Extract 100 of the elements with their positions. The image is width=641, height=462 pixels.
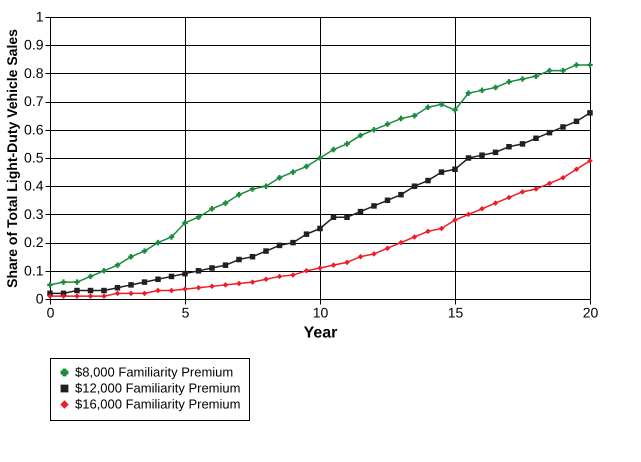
point <box>412 112 418 118</box>
legend-label: $8,000 Familiarity Premium <box>75 364 234 380</box>
point <box>574 118 580 124</box>
point <box>114 290 120 296</box>
point <box>425 178 431 184</box>
point <box>74 288 80 294</box>
point <box>168 274 174 280</box>
point <box>533 186 539 192</box>
y-tick-label: 0.8 <box>24 64 44 81</box>
point <box>438 102 444 108</box>
point <box>182 270 188 276</box>
y-tick-label: 0.2 <box>24 234 44 250</box>
point <box>155 276 161 282</box>
point <box>466 90 472 96</box>
point <box>128 282 134 288</box>
point <box>384 121 390 127</box>
point <box>438 169 444 175</box>
y-tick-label: 0.5 <box>24 150 44 166</box>
y-tick-label: 0.1 <box>24 262 44 278</box>
point <box>533 73 539 79</box>
point <box>384 198 390 204</box>
point <box>371 251 377 257</box>
point <box>250 279 256 285</box>
point <box>290 169 296 175</box>
point <box>438 226 444 232</box>
point <box>236 192 242 198</box>
point <box>533 136 539 141</box>
point <box>263 183 269 189</box>
point <box>290 240 296 246</box>
point <box>263 248 269 254</box>
point <box>506 144 512 150</box>
point <box>425 228 431 234</box>
point <box>452 217 458 223</box>
y-tick-label: 0.7 <box>24 93 44 110</box>
point <box>142 279 148 285</box>
point <box>546 68 552 74</box>
legend-label: $16,000 Familiarity Premium <box>75 396 240 412</box>
point <box>384 246 390 251</box>
point <box>114 284 120 290</box>
point <box>74 279 80 285</box>
point <box>587 110 593 116</box>
x-tick-label: 20 <box>582 304 598 320</box>
point <box>250 254 256 260</box>
point <box>155 288 161 294</box>
point <box>546 180 552 186</box>
point <box>60 279 66 285</box>
point <box>520 141 526 147</box>
point <box>276 274 282 280</box>
point <box>209 284 215 290</box>
point <box>101 288 107 294</box>
point <box>560 175 566 180</box>
x-tick-label: 5 <box>182 304 190 320</box>
point <box>330 262 336 268</box>
point <box>412 183 418 189</box>
point <box>317 265 323 271</box>
point <box>466 212 472 218</box>
point <box>344 214 350 220</box>
point <box>587 158 593 164</box>
point <box>506 79 512 85</box>
y-tick-label: 0.9 <box>24 36 44 53</box>
point <box>506 194 512 200</box>
x-tick-label: 0 <box>46 304 55 320</box>
point <box>344 260 350 266</box>
point <box>398 240 404 246</box>
point <box>358 254 364 260</box>
y-axis-title: Share of Total Light-Duty Vehicle Sales <box>4 28 20 288</box>
point <box>276 242 282 248</box>
point <box>74 293 80 299</box>
point <box>330 214 336 220</box>
y-tick-label: 0.3 <box>24 206 44 222</box>
point <box>88 288 94 294</box>
point <box>182 286 188 292</box>
point <box>560 68 566 74</box>
point <box>142 290 148 296</box>
point <box>479 152 485 158</box>
y-tick-label: 0.6 <box>24 121 44 138</box>
point <box>574 166 580 172</box>
point <box>492 150 498 156</box>
x-tick-label: 10 <box>312 304 328 320</box>
legend-label: $12,000 Familiarity Premium <box>75 380 240 396</box>
point <box>290 272 296 278</box>
point <box>412 234 418 240</box>
point <box>492 200 498 206</box>
point <box>236 280 242 286</box>
point <box>88 293 94 299</box>
point <box>168 288 174 294</box>
point <box>196 284 202 290</box>
point <box>196 268 202 274</box>
point <box>479 88 485 94</box>
y-tick-label: 0.4 <box>24 178 44 194</box>
point <box>101 293 107 299</box>
x-axis-title: Year <box>304 324 338 342</box>
point <box>546 130 552 136</box>
point <box>128 290 134 296</box>
point <box>371 203 377 209</box>
y-tick-label: 1 <box>36 8 44 24</box>
point <box>304 268 310 274</box>
x-tick-label: 15 <box>448 304 464 320</box>
y-tick-label: 0 <box>36 290 44 306</box>
point <box>222 282 228 288</box>
